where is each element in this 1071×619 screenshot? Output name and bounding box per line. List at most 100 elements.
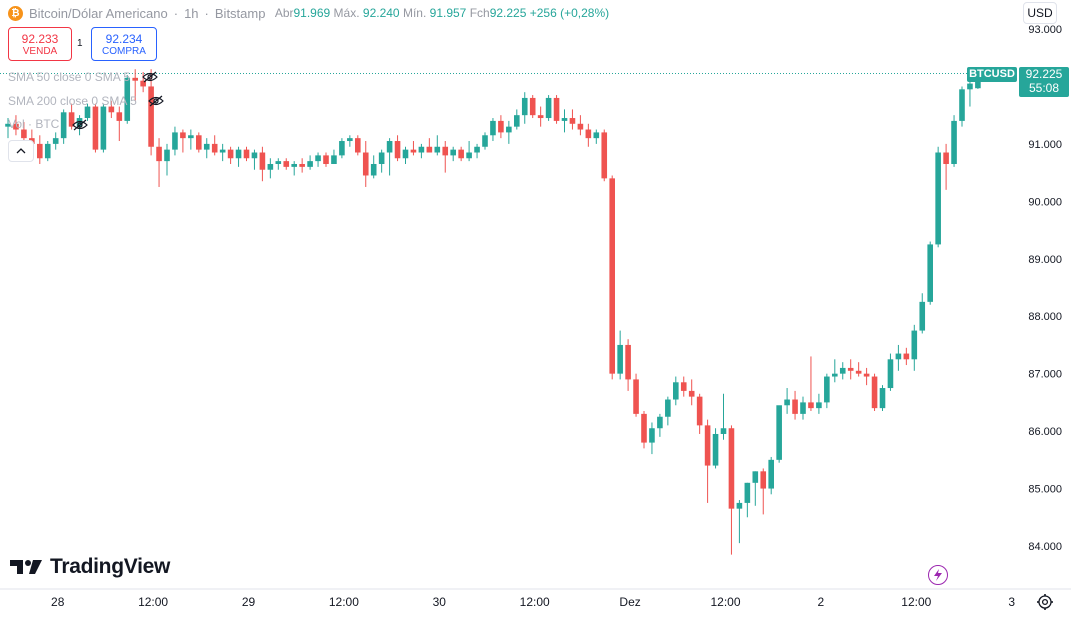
candle-body [665,399,671,417]
candle-body [44,143,51,159]
candle-body [307,161,313,167]
lightning-icon[interactable] [928,565,948,585]
candle [816,393,822,414]
symbol-header[interactable]: ₿ Bitcoin/Dólar Americano · 1h · Bitstam… [8,4,609,22]
candle [506,120,512,144]
gear-icon[interactable] [1036,593,1054,611]
candle [585,123,592,147]
candle [943,143,949,190]
candle-body [211,143,218,153]
candle-body [633,379,639,414]
candle [434,135,441,156]
low-value: 91.957 [429,6,467,20]
candle [736,500,743,544]
candle-body [124,77,131,121]
candle-body [108,106,115,113]
x-tick-label: 12:00 [710,595,740,609]
candle [52,132,59,150]
candle-body [251,152,258,159]
candle-body [323,155,329,164]
candle-body [649,428,655,443]
x-tick-label: 2 [818,595,825,609]
indicator-sma50[interactable]: SMA 50 close 0 SMA 5 [8,70,131,84]
y-tick-label: 90.000 [1028,196,1062,208]
candle [680,376,687,397]
y-tick-label: 93.000 [1028,24,1062,36]
candle [37,135,43,164]
candle-body [776,405,782,460]
indicator-sma200[interactable]: SMA 200 close 0 SMA 5 [8,94,137,108]
candle-body [315,155,321,162]
candle-body [760,471,767,489]
x-tick-label: 3 [1008,595,1015,609]
candle [927,241,933,305]
candle [92,103,99,153]
candle [951,115,957,167]
candle [172,126,178,156]
eye-hidden-icon[interactable] [148,95,164,107]
interval[interactable]: 1h [184,5,199,21]
candle-body [291,163,297,167]
x-tick-label: 12:00 [901,595,931,609]
candle [362,141,369,187]
time-axis[interactable]: 28 12:00 29 12:00 30 12:00 Dez 12:00 2 12:00 3 [51,595,1015,609]
candle [450,146,456,162]
eye-hidden-icon[interactable] [72,119,88,131]
x-tick-label: 28 [51,595,65,609]
candle [355,135,361,156]
candle [514,109,520,130]
candle [339,138,345,159]
candle-body [792,399,798,414]
candle [824,373,830,409]
low-label: Mín. [402,6,427,20]
candle [13,115,19,136]
candle [211,135,218,156]
eye-hidden-icon[interactable] [142,71,158,83]
candle-body [911,330,918,360]
candle [800,396,806,420]
collapse-legend-button[interactable] [8,140,34,162]
candle [116,106,123,142]
x-tick-label: 29 [242,595,256,609]
candle [275,158,282,170]
indicator-volume[interactable]: Vol · BTC [8,117,60,131]
last-price: 92.225 [1025,67,1063,81]
bar-countdown: 55:08 [1028,81,1060,95]
candle-body [299,163,305,167]
tradingview-logo[interactable]: TradingView [10,555,170,579]
candle [649,422,655,455]
candle-body [267,163,274,170]
candle-body [227,149,234,159]
candle-body [951,120,957,164]
candle [164,143,170,176]
exchange[interactable]: Bitstamp [214,5,266,21]
candle [871,373,878,412]
symbol-name[interactable]: Bitcoin/Dólar Americano [29,5,168,21]
candle-body [514,115,520,127]
candle-body [784,399,790,406]
candle [537,106,544,127]
candle-body [386,141,393,153]
price-axis[interactable]: 93.00092.00091.00090.00089.00088.00087.0… [1028,24,1062,553]
buy-button[interactable]: 92.234 COMPRA [91,27,157,61]
candle [760,468,767,515]
y-tick-label: 85.000 [1028,484,1062,496]
candle [21,122,27,143]
candle [601,129,608,182]
candle [704,419,711,503]
candle-body [800,402,806,414]
candle [792,390,798,420]
sell-button[interactable]: 92.233 VENDA [8,27,72,61]
candle-body [506,126,512,133]
candle-body [21,129,27,139]
candle [609,175,615,380]
candle [474,143,480,159]
candle [617,330,623,380]
candle-body [903,353,910,360]
currency-button[interactable]: USD [1023,2,1057,24]
candle-body [943,152,949,164]
candle [545,95,552,121]
ohlc-values: Abr91.969 Máx. 92.240 Mín. 91.957 Fch92.… [271,6,609,20]
candle [418,143,425,159]
